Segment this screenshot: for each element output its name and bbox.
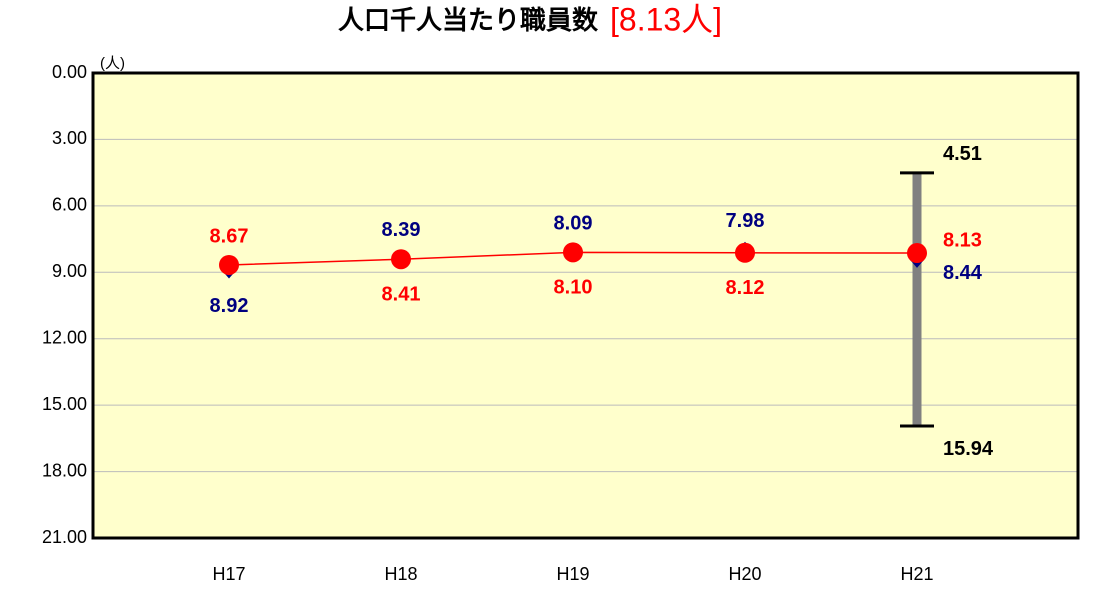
y-tick-label: 15.00	[42, 394, 87, 414]
data-label: 8.67	[210, 225, 249, 247]
data-label: 8.41	[382, 284, 421, 306]
x-tick-label: H17	[212, 564, 245, 584]
data-label: 8.13	[943, 229, 982, 251]
data-label: 8.44	[943, 262, 983, 284]
point	[907, 243, 927, 264]
point	[219, 254, 239, 275]
y-tick-label: 6.00	[52, 195, 87, 215]
x-tick-label: H21	[900, 564, 933, 584]
point	[563, 242, 583, 263]
x-tick-label: H18	[384, 564, 417, 584]
plot-border	[91, 71, 1080, 540]
range-label: 15.94	[943, 438, 994, 460]
data-label: 8.12	[726, 277, 765, 299]
y-axis-label: (人)	[100, 55, 125, 72]
y-tick-label: 9.00	[52, 261, 87, 281]
y-tick-label: 21.00	[42, 527, 87, 547]
data-label: 7.98	[726, 210, 765, 232]
chart-title-highlight: [8.13人]	[610, 1, 722, 37]
range-label: 4.51	[943, 143, 982, 165]
y-tick-label: 12.00	[42, 327, 87, 347]
y-tick-label: 3.00	[52, 128, 87, 148]
data-label: 8.92	[210, 295, 249, 317]
data-label: 8.09	[554, 212, 593, 234]
x-tick-label: H19	[556, 564, 589, 584]
y-tick-label: 0.00	[52, 62, 87, 82]
y-tick-label: 18.00	[42, 460, 87, 480]
chart-title: 人口千人当たり職員数	[338, 5, 599, 35]
point	[391, 249, 411, 270]
data-label: 8.10	[554, 277, 593, 299]
x-tick-label: H20	[728, 564, 761, 584]
point	[735, 242, 755, 263]
data-label: 8.39	[382, 219, 421, 241]
